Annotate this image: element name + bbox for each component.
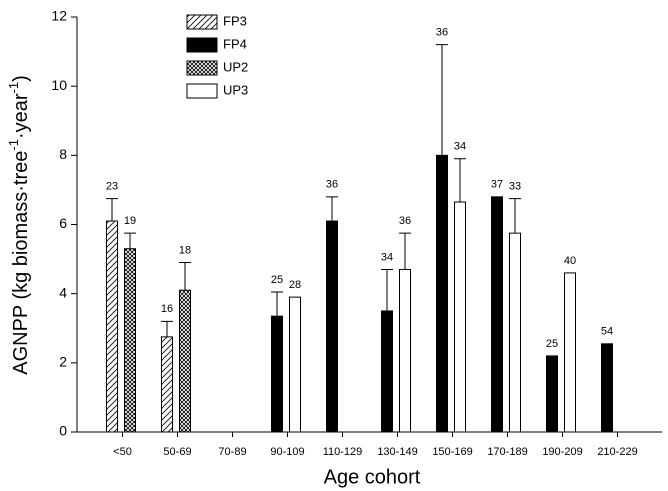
y-tick-label: 6 — [59, 215, 67, 231]
legend-swatch — [186, 60, 218, 76]
bar — [601, 343, 613, 433]
legend-label: FP3 — [223, 13, 247, 28]
x-tick-label: 210-229 — [597, 446, 637, 458]
bar — [454, 201, 466, 433]
x-tick-label: 150-169 — [432, 446, 472, 458]
count-label: 33 — [509, 180, 521, 192]
error-bar — [271, 291, 283, 317]
x-tick-label: 170-189 — [487, 446, 527, 458]
legend-swatch — [186, 83, 218, 99]
y-tick-label: 2 — [59, 354, 67, 370]
legend-swatch — [186, 14, 218, 30]
count-label: 40 — [564, 255, 576, 267]
bar — [436, 154, 448, 433]
bar — [124, 248, 136, 433]
count-label: 28 — [289, 279, 301, 291]
count-label: 19 — [124, 215, 136, 227]
error-bar — [436, 44, 448, 156]
bar — [381, 310, 393, 433]
count-label: 36 — [399, 215, 411, 227]
error-bar — [124, 232, 136, 249]
count-label: 25 — [271, 274, 283, 286]
bar — [399, 268, 411, 433]
count-label: 54 — [601, 326, 613, 338]
y-axis-label-part: ·year — [10, 93, 32, 139]
legend-label: UP3 — [223, 82, 248, 97]
error-bar — [509, 198, 521, 234]
x-tick-label: 110-129 — [323, 446, 363, 458]
y-tick-label: 0 — [59, 423, 67, 439]
legend-swatch — [186, 37, 218, 53]
legend-label: UP2 — [223, 59, 248, 74]
y-axis-label-part: -1 — [6, 139, 21, 151]
x-tick-label: 70-89 — [218, 446, 246, 458]
count-label: 23 — [106, 180, 118, 192]
y-tick-label: 10 — [51, 77, 67, 93]
x-axis-label: Age cohort — [324, 466, 421, 488]
bar — [564, 272, 576, 433]
legend-label: FP4 — [223, 36, 247, 51]
bar — [179, 289, 191, 433]
y-tick-label: 8 — [59, 146, 67, 162]
bar — [106, 220, 118, 433]
count-label: 36 — [326, 179, 338, 191]
y-tick-label: 12 — [51, 8, 67, 24]
error-bar — [399, 232, 411, 270]
error-bar — [381, 268, 393, 311]
x-tick-label: 190-209 — [542, 446, 582, 458]
error-bar — [454, 158, 466, 203]
bar — [326, 220, 338, 433]
y-axis-label-part: ) — [10, 75, 32, 82]
count-label: 16 — [161, 303, 173, 315]
error-bar — [326, 196, 338, 222]
x-tick-label: 130-149 — [377, 446, 417, 458]
y-tick-label: 4 — [59, 284, 67, 300]
bar — [491, 196, 503, 433]
error-bar — [106, 198, 118, 222]
x-tick-label: 90-109 — [270, 446, 304, 458]
count-label: 34 — [454, 141, 466, 153]
y-axis-label-part: AGNPP (kg biomass·tree — [10, 151, 32, 375]
y-axis-label: AGNPP (kg biomass·tree-1·year-1) — [6, 75, 32, 375]
count-label: 25 — [546, 338, 558, 350]
error-bar — [161, 320, 173, 337]
x-tick-label: 50-69 — [163, 446, 191, 458]
bar — [161, 336, 173, 433]
count-label: 34 — [381, 251, 393, 263]
bar — [289, 296, 301, 433]
count-label: 37 — [491, 179, 503, 191]
count-label: 36 — [436, 27, 448, 39]
bar — [546, 355, 558, 433]
bar — [271, 315, 283, 433]
bar — [509, 232, 521, 433]
x-tick-label: <50 — [113, 446, 132, 458]
error-bar — [179, 262, 191, 291]
y-axis-label-part: -1 — [6, 82, 21, 94]
count-label: 18 — [179, 244, 191, 256]
